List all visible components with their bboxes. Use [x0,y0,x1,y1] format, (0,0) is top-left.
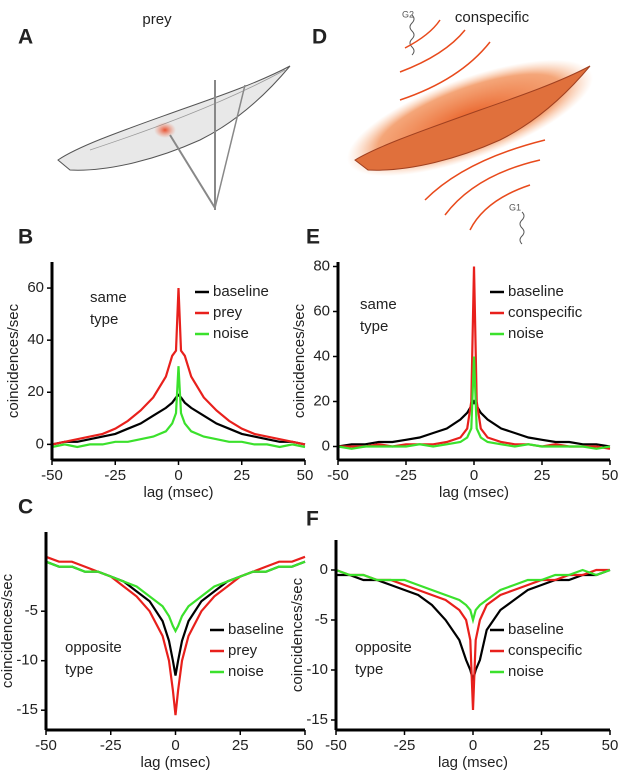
panel-letter: D [312,26,327,49]
x-axis-label: lag (msec) [438,754,508,771]
x-tick-label: 25 [233,467,250,484]
x-tick-label: -50 [325,737,347,754]
panel-letter: E [306,226,320,249]
y-tick-label: -5 [25,602,38,619]
data-line [51,366,306,449]
legend-label: prey [213,304,243,321]
panel-letter: C [18,496,33,519]
x-tick-label: -25 [104,467,126,484]
annotation: opposite [355,639,412,656]
y-tick-label: 20 [313,392,330,409]
x-axis-label: lag (msec) [140,754,210,771]
fish-illustration [347,14,593,245]
x-tick-label: -50 [327,467,349,484]
legend-label: baseline [508,283,564,300]
data-line [337,399,611,448]
x-tick-label: 25 [232,737,249,754]
x-tick-label: 0 [171,737,179,754]
legend-label: noise [228,663,264,680]
panel-letter: B [18,226,33,249]
y-tick-label: -15 [306,711,328,728]
y-tick-label: -10 [16,652,38,669]
x-axis-label: lag (msec) [143,484,213,501]
electrode-label: G2 [402,9,414,19]
y-tick-label: 0 [322,437,330,454]
data-line [51,393,306,446]
legend-label: baseline [228,621,284,638]
y-tick-label: 60 [313,302,330,319]
panel-letter: F [306,508,319,531]
x-tick-label: 0 [174,467,182,484]
x-tick-label: -50 [35,737,57,754]
y-axis-label: coincidences/sec [0,573,16,688]
x-tick-label: 0 [469,737,477,754]
legend-label: baseline [508,621,564,638]
annotation: type [90,311,118,328]
data-line [335,568,611,625]
y-tick-label: 80 [313,257,330,274]
y-tick-label: -10 [306,661,328,678]
legend-label: conspecific [508,304,583,321]
data-line [337,356,611,450]
legend-label: prey [228,642,258,659]
x-tick-label: -50 [41,467,63,484]
legend-label: baseline [213,283,269,300]
y-axis-label: coincidences/sec [291,303,308,418]
x-tick-label: -25 [395,467,417,484]
y-tick-label: 0 [320,561,328,578]
x-axis-label: lag (msec) [439,484,509,501]
legend-label: noise [213,325,249,342]
y-tick-label: -5 [315,611,328,628]
legend-label: noise [508,325,544,342]
y-tick-label: 60 [27,279,44,296]
illustration-title: conspecific [455,9,530,26]
x-tick-label: 25 [534,467,551,484]
x-tick-label: -25 [394,737,416,754]
annotation: same [360,296,397,313]
x-tick-label: 50 [602,467,619,484]
data-line [51,288,306,446]
y-tick-label: -15 [16,701,38,718]
x-tick-label: 50 [297,467,314,484]
data-line [45,560,306,676]
x-tick-label: 50 [297,737,314,754]
legend-label: noise [508,663,544,680]
y-tick-label: 40 [27,331,44,348]
panel-letter: A [18,26,33,49]
electrode-label: G1 [509,202,521,212]
x-tick-label: 50 [602,737,619,754]
annotation: type [355,661,383,678]
x-tick-label: 25 [533,737,550,754]
annotation: type [65,661,93,678]
annotation: opposite [65,639,122,656]
illustration-title: prey [142,11,172,28]
annotation: same [90,289,127,306]
y-tick-label: 20 [27,383,44,400]
y-tick-label: 0 [36,435,44,452]
annotation: type [360,318,388,335]
y-axis-label: coincidences/sec [5,303,22,418]
y-axis-label: coincidences/sec [289,577,306,692]
x-tick-label: -25 [100,737,122,754]
y-tick-label: 40 [313,347,330,364]
data-line [45,560,306,634]
fish-illustration [57,65,291,210]
legend-label: conspecific [508,642,583,659]
x-tick-label: 0 [470,467,478,484]
